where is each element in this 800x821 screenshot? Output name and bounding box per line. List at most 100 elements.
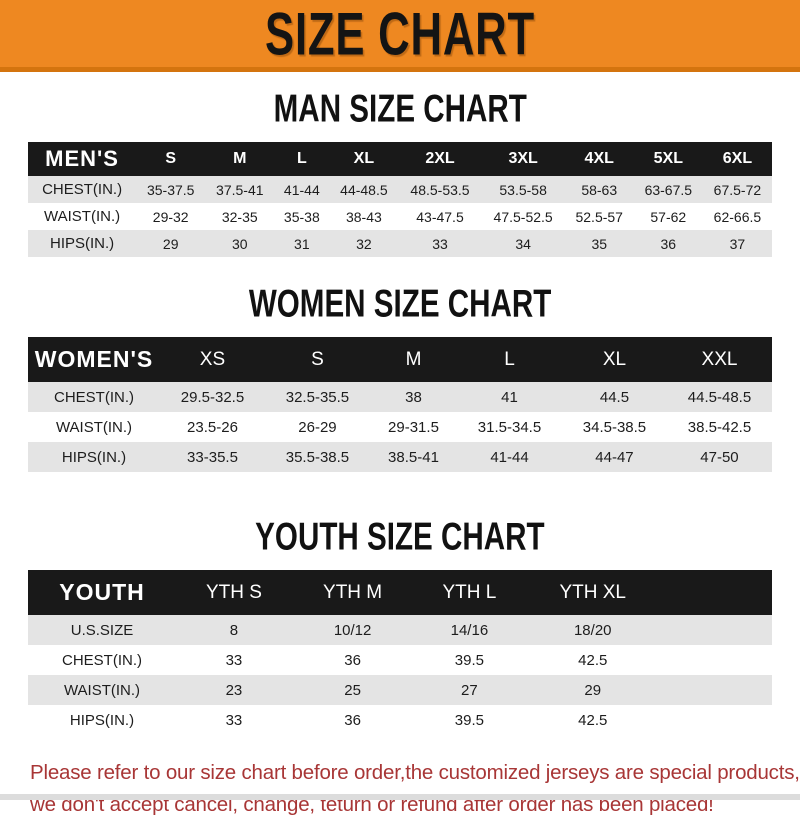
cell-value: 35-38 [283,208,320,225]
cell-value: 35-37.5 [136,176,206,203]
cell-value: 36 [633,230,703,257]
cell-value: 10/12 [291,615,414,645]
table-corner-label: MEN'S [28,142,137,176]
spacer-cell [660,615,772,645]
cell-value: 29-32 [152,208,189,225]
cell-value: 41 [457,382,562,412]
women-size-table: WOMEN'S XS S M L XL XXL CHEST(IN.) 29.5-32.5 32.5… [28,337,772,472]
cell-value: 44-47 [561,442,667,472]
cell-value: 29 [525,675,660,705]
cell-value: 38 [369,382,458,412]
column-header: XXL [666,337,772,382]
cell-value: 33 [398,230,482,257]
man-size-chart-title: MAN SIZE CHART [273,86,527,130]
cell-value: 25 [291,675,414,705]
cell-value: 26-29 [298,418,337,436]
cell-value: 37 [702,230,772,257]
column-header: 5XL [633,142,703,176]
cell-value: 36 [344,651,361,669]
cell-value: 30 [205,230,275,257]
table-row: CHEST(IN.) 35-37.5 37.5-41 41-44 44-48.5 48.5… [28,176,772,203]
table-corner-label: YOUTH [28,570,176,615]
cell-value: 32 [329,230,399,257]
column-header: S [136,142,206,176]
women-size-chart-title: WOMEN SIZE CHART [248,281,552,325]
footer-line-1: Please refer to our size chart before or… [30,761,800,784]
cell-value: 23.5-26 [187,418,238,436]
spacer-cell [660,675,772,705]
cell-value: 39.5 [454,711,484,729]
section-title-man: MAN SIZE CHART [0,86,800,130]
column-header: 4XL [564,142,634,176]
cell-value: 29 [136,230,206,257]
row-label: CHEST(IN.) [62,651,142,669]
row-label: WAIST(IN.) [55,418,133,436]
cell-value: 33 [225,711,243,729]
cell-value: 32.5-35.5 [264,382,370,412]
column-header: M [369,337,458,382]
youth-size-chart-title: YOUTH SIZE CHART [255,514,545,558]
table-row: WAIST(IN.) 29-32 32-35 35-38 38-43 43-47.5 47.… [28,203,772,230]
cell-value: 38-43 [345,208,382,225]
table-corner-label: WOMEN'S [28,337,160,382]
cell-value: 62-66.5 [713,208,762,225]
column-header: L [457,337,562,382]
cell-value: 58-63 [564,176,634,203]
cell-value: 23 [176,675,292,705]
table-row: CHEST(IN.) 29.5-32.5 32.5-35.5 38 41 44.5 44.5… [28,382,772,412]
cell-value: 53.5-58 [481,176,565,203]
cell-value: 8 [176,615,292,645]
spacer-cell [660,705,772,735]
cell-value: 31.5-34.5 [477,418,542,436]
table-row: CHEST(IN.) 33 36 39.5 42.5 [28,645,772,675]
cell-value: 27 [413,675,526,705]
column-header: 3XL [481,142,565,176]
section-title-women: WOMEN SIZE CHART [0,281,800,325]
cell-value: 63-67.5 [633,176,703,203]
cell-value: 48.5-53.5 [398,176,482,203]
cell-value: 35.5-38.5 [264,442,370,472]
row-label: WAIST(IN.) [44,208,121,225]
row-label: HIPS(IN.) [28,230,137,257]
table-row: HIPS(IN.) 33-35.5 35.5-38.5 38.5-41 41-44 44-… [28,442,772,472]
cell-value: 29.5-32.5 [160,382,265,412]
footer-note: Please refer to our size chart before or… [30,757,800,821]
cell-value: 31 [274,230,330,257]
cell-value: 34 [481,230,565,257]
cell-value: 42.5 [578,651,608,669]
row-label: CHEST(IN.) [28,382,160,412]
cell-value: 35 [564,230,634,257]
cell-value: 67.5-72 [702,176,772,203]
cell-value: 38.5-41 [369,442,458,472]
cell-value: 29-31.5 [388,418,439,436]
cell-value: 18/20 [525,615,660,645]
cell-value: 33-35.5 [160,442,265,472]
cell-value: 33 [225,651,243,669]
bottom-strip [0,794,800,800]
youth-size-table: YOUTH YTH S YTH M YTH L YTH XL U.S.SIZE 8 10/12… [28,570,772,735]
spacer-cell [660,570,772,615]
cell-value: 41-44 [457,442,562,472]
cell-value: 14/16 [413,615,526,645]
table-row: HIPS(IN.) 33 36 39.5 42.5 [28,705,772,735]
column-header: YTH L [413,570,526,615]
section-title-youth: YOUTH SIZE CHART [0,514,800,558]
cell-value: 44.5 [561,382,667,412]
spacer-cell [660,645,772,675]
cell-value: 42.5 [578,711,608,729]
column-header: XL [561,337,667,382]
column-header: 6XL [702,142,772,176]
table-row: WAIST(IN.) 23 25 27 29 [28,675,772,705]
column-header: XS [160,337,265,382]
cell-value: 43-47.5 [416,208,464,225]
column-header: YTH XL [525,570,660,615]
row-label: CHEST(IN.) [28,176,137,203]
column-header: YTH M [291,570,414,615]
row-label: U.S.SIZE [28,615,176,645]
table-header-row: MEN'S S M L XL 2XL 3XL 4XL 5XL 6XL [28,142,772,176]
cell-value: 41-44 [274,176,330,203]
cell-value: 52.5-57 [575,208,623,225]
cell-value: 34.5-38.5 [582,418,647,436]
cell-value: 37.5-41 [205,176,275,203]
cell-value: 38.5-42.5 [687,418,752,436]
